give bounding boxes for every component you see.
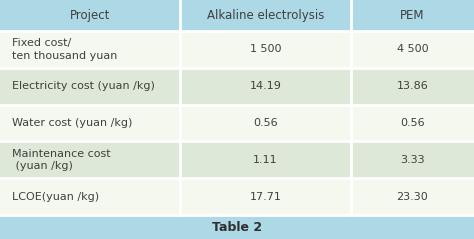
Text: Alkaline electrolysis: Alkaline electrolysis (207, 9, 324, 22)
Text: Maintenance cost
 (yuan /kg): Maintenance cost (yuan /kg) (12, 149, 110, 171)
Bar (351, 68, 474, 105)
Text: 13.86: 13.86 (397, 81, 428, 91)
Text: 4 500: 4 500 (397, 44, 428, 54)
Text: 1.11: 1.11 (253, 155, 278, 165)
Text: 1 500: 1 500 (250, 44, 281, 54)
Text: 0.56: 0.56 (253, 118, 278, 128)
Text: 17.71: 17.71 (249, 192, 282, 202)
Bar (180, 178, 351, 215)
Text: 0.56: 0.56 (400, 118, 425, 128)
Bar (0, 0, 180, 31)
Bar (180, 141, 351, 178)
Text: 14.19: 14.19 (249, 81, 282, 91)
Bar (0, 178, 180, 215)
Text: Project: Project (70, 9, 110, 22)
Bar (180, 31, 351, 68)
Bar (0, 141, 180, 178)
Text: Water cost (yuan /kg): Water cost (yuan /kg) (12, 118, 132, 128)
Text: Electricity cost (yuan /kg): Electricity cost (yuan /kg) (12, 81, 155, 91)
Bar (351, 105, 474, 141)
Text: PEM: PEM (400, 9, 425, 22)
Bar (180, 105, 351, 141)
Bar (0, 105, 180, 141)
Bar (180, 68, 351, 105)
Text: Fixed cost/
ten thousand yuan: Fixed cost/ ten thousand yuan (12, 38, 117, 61)
Text: Table 2: Table 2 (212, 221, 262, 234)
Text: 3.33: 3.33 (400, 155, 425, 165)
Bar (0, 215, 474, 239)
Bar (0, 31, 180, 68)
Bar (351, 31, 474, 68)
Bar (180, 0, 351, 31)
Text: LCOE(yuan /kg): LCOE(yuan /kg) (12, 192, 99, 202)
Text: 23.30: 23.30 (397, 192, 428, 202)
Bar (0, 68, 180, 105)
Bar (351, 141, 474, 178)
Bar (351, 178, 474, 215)
Bar (351, 0, 474, 31)
